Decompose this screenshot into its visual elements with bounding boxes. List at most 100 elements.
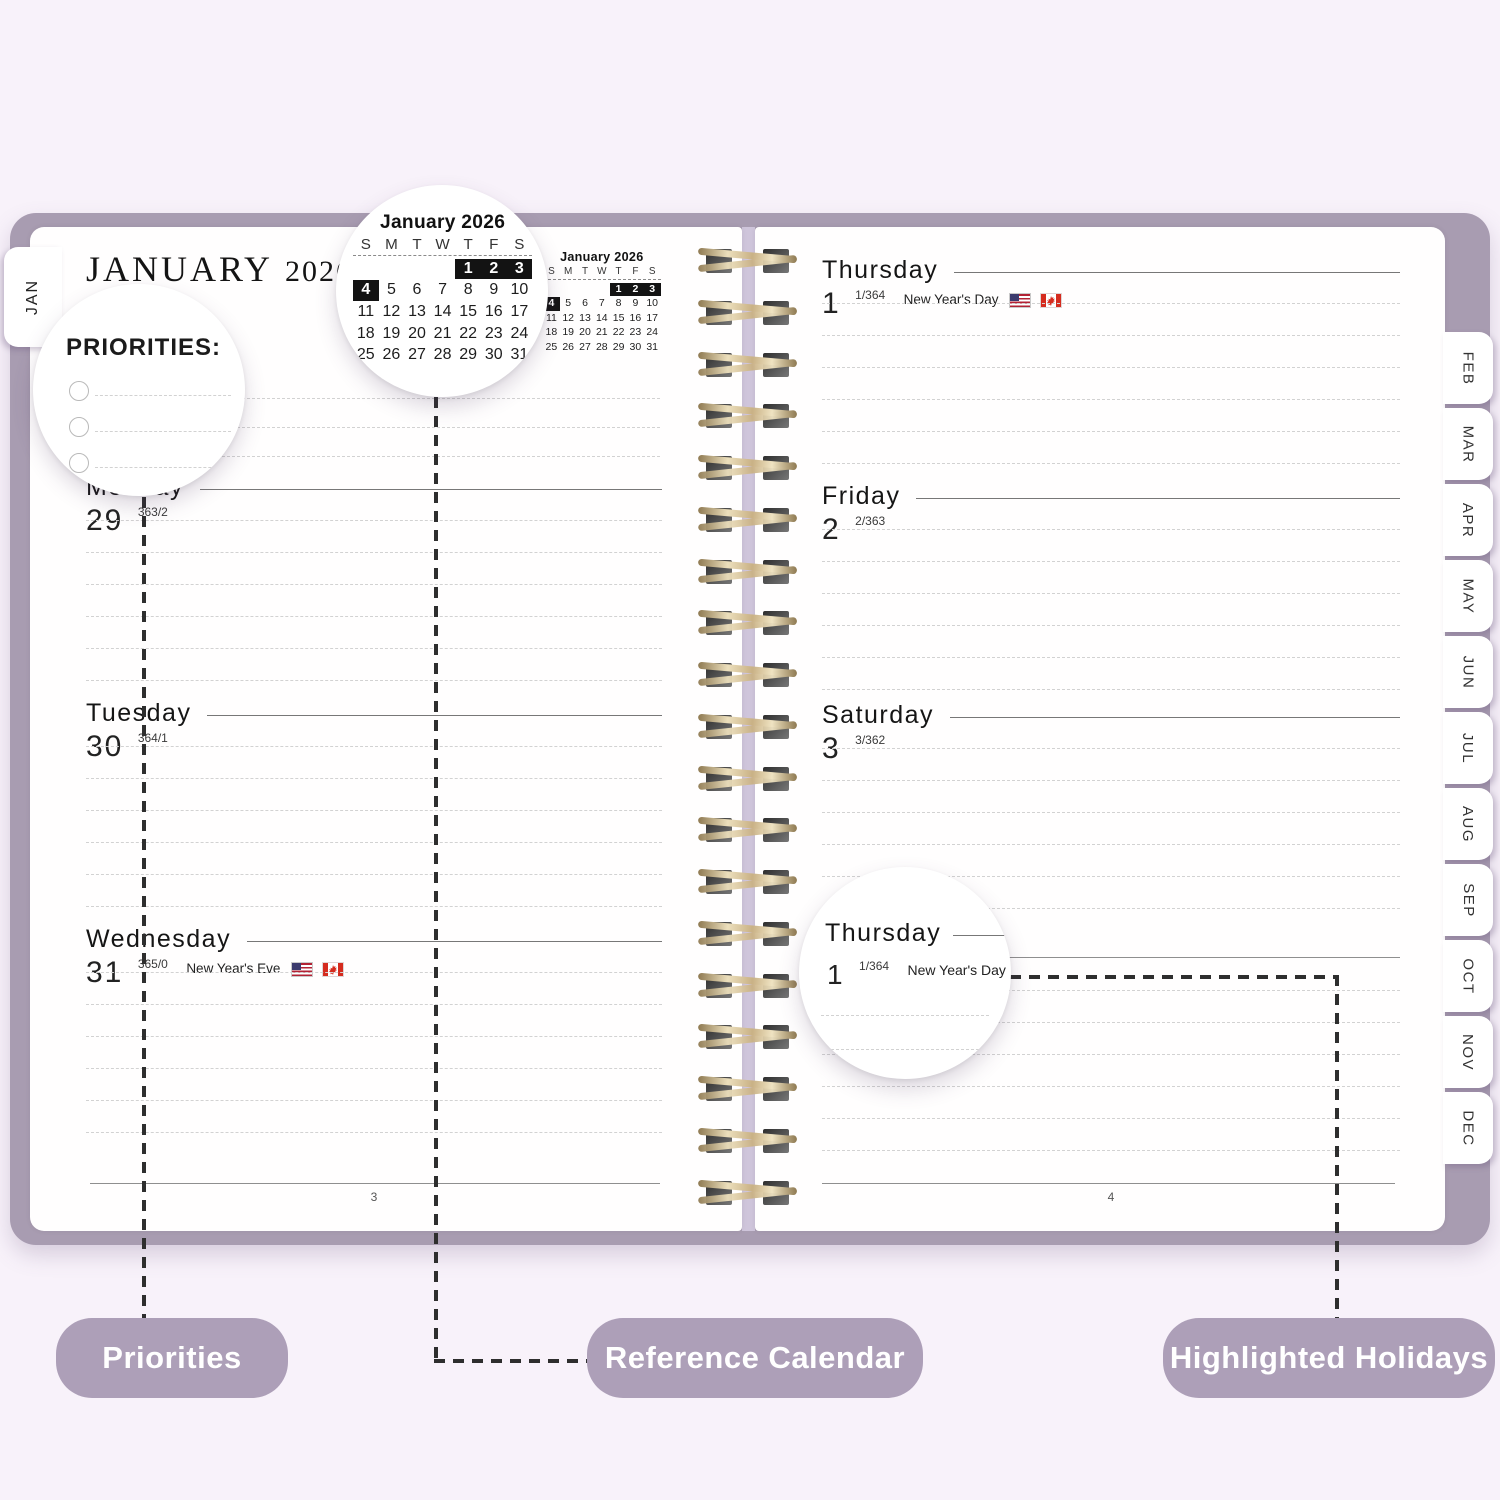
calendar-day: 14 bbox=[595, 311, 608, 324]
dotted-rule bbox=[95, 467, 231, 468]
calendar-day: 3 bbox=[643, 282, 661, 297]
spiral-coil bbox=[697, 765, 798, 792]
calendar-day: 21 bbox=[595, 326, 608, 339]
day-name: Saturday bbox=[822, 700, 935, 729]
priority-bullet-circle bbox=[69, 417, 89, 437]
tab-dec[interactable]: DEC bbox=[1443, 1092, 1493, 1164]
page-title-month: JANUARY bbox=[86, 249, 274, 289]
tab-sep[interactable]: SEP bbox=[1443, 864, 1493, 936]
right-page-footer-rule bbox=[822, 1183, 1395, 1184]
calendar-day: 19 bbox=[382, 324, 401, 342]
dotted-rule bbox=[822, 561, 1400, 562]
calendar-day: 27 bbox=[579, 341, 591, 354]
tab-apr[interactable]: APR bbox=[1443, 484, 1493, 556]
day-name: Thursday bbox=[822, 255, 939, 284]
dotted-rule bbox=[92, 427, 660, 428]
calendar-day: 16 bbox=[484, 302, 503, 320]
day-number: 31 bbox=[86, 956, 124, 989]
calendar-day: 10 bbox=[510, 281, 529, 299]
calendar-day: 13 bbox=[579, 311, 591, 324]
day-name: Wednesday bbox=[86, 924, 232, 953]
calendar-day: 29 bbox=[612, 341, 625, 354]
dotted-rule bbox=[822, 990, 1400, 991]
day-number: 2 bbox=[822, 513, 841, 546]
spiral-coil bbox=[697, 299, 798, 326]
dotted-rule bbox=[822, 431, 1400, 432]
dotted-rule bbox=[86, 1100, 662, 1101]
calendar-day bbox=[404, 259, 430, 279]
calendar-day: 7 bbox=[438, 281, 448, 299]
calendar-day: 8 bbox=[615, 297, 622, 310]
tab-oct[interactable]: OCT bbox=[1443, 940, 1493, 1012]
holiday-label: New Year's Day bbox=[907, 962, 1006, 978]
dotted-rule bbox=[821, 1049, 989, 1050]
calendar-day: 11 bbox=[545, 311, 557, 324]
priority-bullet-circle bbox=[69, 453, 89, 473]
day-number: 29 bbox=[86, 504, 124, 537]
priorities-callout-pill: Priorities bbox=[56, 1318, 288, 1398]
tab-may[interactable]: MAY bbox=[1443, 560, 1493, 632]
calendar-day: 19 bbox=[562, 326, 575, 339]
priorities-connector-line bbox=[142, 497, 146, 1318]
calendar-day: 18 bbox=[545, 326, 558, 339]
mini-calendar-title: January 2026 bbox=[379, 212, 506, 233]
dotted-rule bbox=[86, 552, 662, 553]
calendar-day: 5 bbox=[565, 297, 572, 310]
holiday-label: New Year's Day bbox=[903, 292, 999, 307]
calendar-day: 27 bbox=[408, 346, 426, 364]
tab-jul[interactable]: JUL bbox=[1443, 712, 1493, 784]
page-title: JANUARY 2026 bbox=[86, 248, 353, 290]
spiral-coil bbox=[697, 972, 798, 999]
calendar-day bbox=[560, 283, 577, 296]
dotted-rule bbox=[822, 593, 1400, 594]
day-header-rule bbox=[247, 940, 662, 942]
dotted-rule bbox=[822, 780, 1400, 781]
reference-calendar-callout-pill: Reference Calendar bbox=[587, 1318, 923, 1398]
spiral-coil bbox=[697, 1075, 798, 1102]
day-of-year-count: 2/363 bbox=[855, 514, 886, 528]
calendar-day: 16 bbox=[629, 311, 642, 324]
calendar-day: 13 bbox=[408, 302, 426, 320]
us-flag-icon bbox=[1008, 293, 1031, 308]
highlighted-holidays-connector-line bbox=[1010, 975, 1338, 979]
calendar-day: 31 bbox=[646, 341, 659, 354]
priority-bullet-circle bbox=[69, 381, 89, 401]
calendar-day: 18 bbox=[356, 324, 375, 342]
calendar-day: 15 bbox=[612, 311, 625, 324]
tab-feb[interactable]: FEB bbox=[1443, 332, 1493, 404]
spiral-coil bbox=[697, 920, 798, 947]
dotted-rule bbox=[822, 1118, 1400, 1119]
day-of-year-count: 3/362 bbox=[855, 733, 886, 747]
tab-mar[interactable]: MAR bbox=[1443, 408, 1493, 480]
dotted-rule bbox=[821, 1015, 989, 1016]
dotted-rule bbox=[822, 463, 1400, 464]
tab-jan-label: JAN bbox=[23, 278, 41, 316]
day-section-wednesday: Wednesday 31 365/0 New Year's Eve bbox=[86, 923, 662, 1143]
day-name: Thursday bbox=[825, 919, 942, 947]
day-name: Tuesday bbox=[86, 698, 192, 727]
calendar-day: 11 bbox=[357, 302, 375, 320]
calendar-day: 22 bbox=[612, 326, 625, 339]
spiral-coil bbox=[697, 351, 798, 378]
fourth-section-writing-lines bbox=[822, 957, 1400, 1157]
dotted-rule bbox=[86, 1068, 662, 1069]
day-header-rule bbox=[953, 935, 1011, 936]
day-section-friday: Friday 2 2/363 bbox=[822, 480, 1400, 700]
calendar-day: 25 bbox=[356, 346, 375, 364]
priorities-magnifier: PRIORITIES: bbox=[33, 284, 245, 496]
us-flag-icon bbox=[290, 962, 313, 977]
tab-jun[interactable]: JUN bbox=[1443, 636, 1493, 708]
dotted-rule bbox=[86, 584, 662, 585]
tab-aug[interactable]: AUG bbox=[1443, 788, 1493, 860]
calendar-day: 28 bbox=[595, 341, 608, 354]
tab-nov[interactable]: NOV bbox=[1443, 1016, 1493, 1088]
calendar-day: 12 bbox=[562, 311, 575, 324]
calendar-day: 30 bbox=[629, 341, 642, 354]
calendar-day: 2 bbox=[480, 258, 507, 280]
day-number: 30 bbox=[86, 730, 124, 763]
calendar-day: 23 bbox=[484, 324, 503, 342]
calendar-day: 22 bbox=[459, 324, 478, 342]
spiral-coil bbox=[697, 558, 798, 585]
